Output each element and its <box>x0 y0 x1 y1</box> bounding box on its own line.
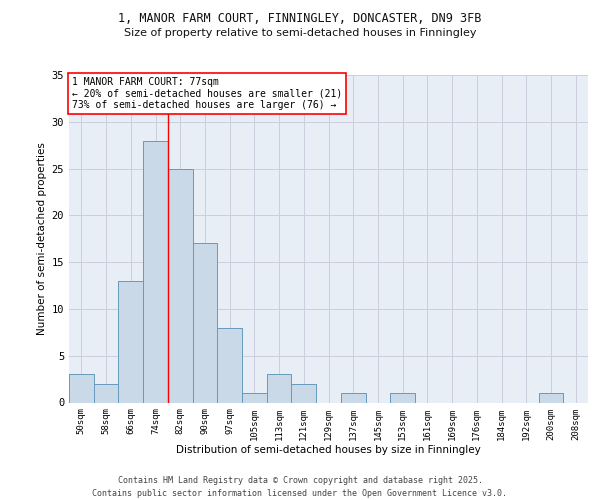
Bar <box>292 384 316 402</box>
Bar <box>390 393 415 402</box>
Bar <box>193 244 217 402</box>
Bar <box>217 328 242 402</box>
Bar <box>341 393 365 402</box>
Bar <box>539 393 563 402</box>
Text: Size of property relative to semi-detached houses in Finningley: Size of property relative to semi-detach… <box>124 28 476 38</box>
Bar <box>118 281 143 402</box>
Bar <box>242 393 267 402</box>
X-axis label: Distribution of semi-detached houses by size in Finningley: Distribution of semi-detached houses by … <box>176 445 481 455</box>
Bar <box>94 384 118 402</box>
Text: 1 MANOR FARM COURT: 77sqm
← 20% of semi-detached houses are smaller (21)
73% of : 1 MANOR FARM COURT: 77sqm ← 20% of semi-… <box>71 76 342 110</box>
Y-axis label: Number of semi-detached properties: Number of semi-detached properties <box>37 142 47 335</box>
Bar <box>168 168 193 402</box>
Text: Contains HM Land Registry data © Crown copyright and database right 2025.
Contai: Contains HM Land Registry data © Crown c… <box>92 476 508 498</box>
Bar <box>69 374 94 402</box>
Bar <box>143 140 168 402</box>
Bar <box>267 374 292 402</box>
Text: 1, MANOR FARM COURT, FINNINGLEY, DONCASTER, DN9 3FB: 1, MANOR FARM COURT, FINNINGLEY, DONCAST… <box>118 12 482 26</box>
